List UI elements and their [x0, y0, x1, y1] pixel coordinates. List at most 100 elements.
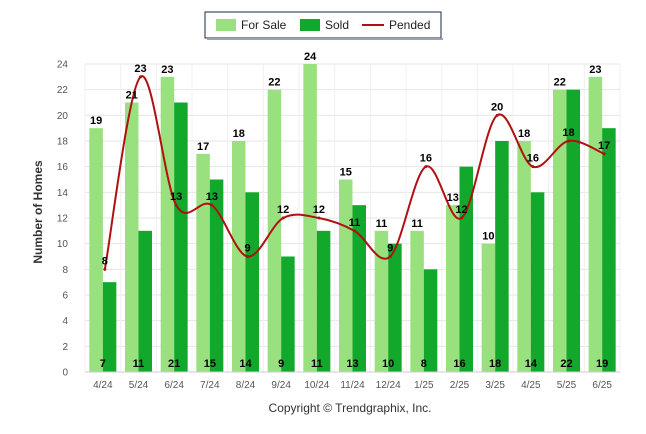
- y-axis-title: Number of Homes: [31, 160, 45, 264]
- legend-swatch-sold: [300, 19, 320, 31]
- label-for-sale: 23: [589, 64, 601, 76]
- y-tick-label: 22: [57, 85, 69, 96]
- bar-for-sale: [374, 230, 389, 372]
- bar-for-sale: [267, 89, 282, 373]
- label-pended: 16: [527, 153, 539, 165]
- label-pended: 17: [598, 140, 610, 152]
- x-tick-label: 4/24: [93, 380, 113, 391]
- bar-for-sale: [410, 230, 424, 372]
- label-sold: 13: [346, 358, 358, 370]
- label-for-sale: 22: [554, 77, 566, 89]
- label-pended: 18: [562, 127, 574, 139]
- label-for-sale: 21: [126, 90, 138, 102]
- bar-for-sale: [517, 141, 531, 372]
- y-tick-label: 6: [62, 291, 68, 302]
- label-pended: 13: [206, 191, 218, 203]
- data-labels: 1972111232117151814229241115131110118131…: [90, 51, 610, 370]
- label-pended: 16: [420, 153, 432, 165]
- label-pended: 12: [277, 204, 289, 216]
- y-tick-label: 2: [62, 342, 68, 353]
- y-tick-label: 4: [62, 316, 68, 327]
- label-sold: 22: [560, 358, 572, 370]
- x-tick-label: 11/24: [340, 380, 365, 391]
- y-tick-label: 18: [57, 137, 69, 148]
- x-tick-label: 5/24: [129, 380, 149, 391]
- label-for-sale: 13: [447, 192, 459, 204]
- bar-sold: [316, 230, 331, 372]
- y-tick-label: 10: [57, 239, 69, 250]
- bar-for-sale: [481, 243, 496, 372]
- label-sold: 15: [204, 358, 216, 370]
- bar-sold: [495, 141, 509, 372]
- label-sold: 8: [421, 358, 427, 370]
- label-pended: 23: [134, 63, 146, 75]
- bar-sold: [602, 128, 616, 372]
- y-tick-label: 8: [62, 265, 68, 276]
- pended-point: [246, 255, 249, 258]
- label-pended: 11: [349, 217, 361, 229]
- legend-swatch-for-sale: [216, 19, 236, 31]
- label-sold: 21: [168, 358, 180, 370]
- label-sold: 10: [382, 358, 394, 370]
- bar-sold: [209, 179, 224, 372]
- label-for-sale: 22: [268, 77, 280, 89]
- pended-point: [210, 203, 214, 207]
- bar-for-sale: [339, 179, 353, 372]
- bar-sold: [174, 102, 188, 372]
- label-for-sale: 11: [376, 218, 388, 230]
- bar-sold: [530, 192, 545, 372]
- label-for-sale: 18: [233, 128, 245, 140]
- label-for-sale: 19: [90, 115, 102, 127]
- label-pended: 9: [244, 243, 250, 255]
- label-sold: 7: [100, 358, 106, 370]
- bar-sold: [138, 230, 152, 372]
- pended-point: [174, 203, 178, 207]
- y-tick-label: 14: [57, 188, 69, 199]
- label-for-sale: 15: [340, 167, 352, 179]
- bar-for-sale: [232, 141, 246, 372]
- bar-sold: [352, 205, 366, 372]
- pended-point: [139, 75, 142, 79]
- bar-sold: [566, 89, 580, 373]
- pended-point: [103, 267, 107, 271]
- y-tick-label: 12: [57, 214, 69, 225]
- label-pended: 9: [387, 243, 393, 255]
- pended-point: [531, 165, 535, 169]
- legend: For Sale Sold Pended: [204, 11, 443, 40]
- label-pended: 12: [313, 204, 325, 216]
- bar-for-sale: [446, 205, 460, 372]
- legend-label-pended: Pended: [389, 18, 430, 32]
- pended-point: [388, 255, 392, 258]
- x-tick-label: 4/25: [521, 380, 541, 391]
- y-tick-label: 16: [57, 162, 69, 173]
- label-for-sale: 24: [304, 51, 317, 63]
- label-pended: 13: [170, 191, 182, 203]
- pended-point: [495, 113, 499, 117]
- x-tick-label: 5/25: [557, 380, 577, 391]
- pended-point: [317, 216, 321, 220]
- x-tick-label: 3/25: [485, 380, 505, 391]
- label-sold: 16: [453, 358, 465, 370]
- bar-sold: [281, 256, 295, 372]
- bar-sold: [423, 269, 438, 372]
- label-for-sale: 23: [161, 64, 173, 76]
- label-sold: 11: [311, 358, 323, 370]
- x-tick-label: 8/24: [236, 380, 256, 391]
- label-sold: 14: [525, 358, 538, 370]
- pended-line-group: [103, 75, 606, 271]
- x-tick-label: 6/25: [592, 380, 612, 391]
- bar-for-sale: [125, 102, 139, 372]
- bar-sold: [245, 192, 259, 372]
- y-tick-label: 0: [62, 368, 68, 379]
- x-tick-label: 2/25: [450, 380, 470, 391]
- legend-box: [204, 11, 442, 39]
- pended-point: [424, 165, 428, 169]
- bar-for-sale: [89, 128, 103, 372]
- legend-label-sold: Sold: [325, 18, 349, 32]
- label-for-sale: 18: [518, 128, 530, 140]
- x-tick-label: 1/25: [414, 380, 434, 391]
- label-sold: 9: [278, 358, 284, 370]
- bar-for-sale: [160, 76, 175, 372]
